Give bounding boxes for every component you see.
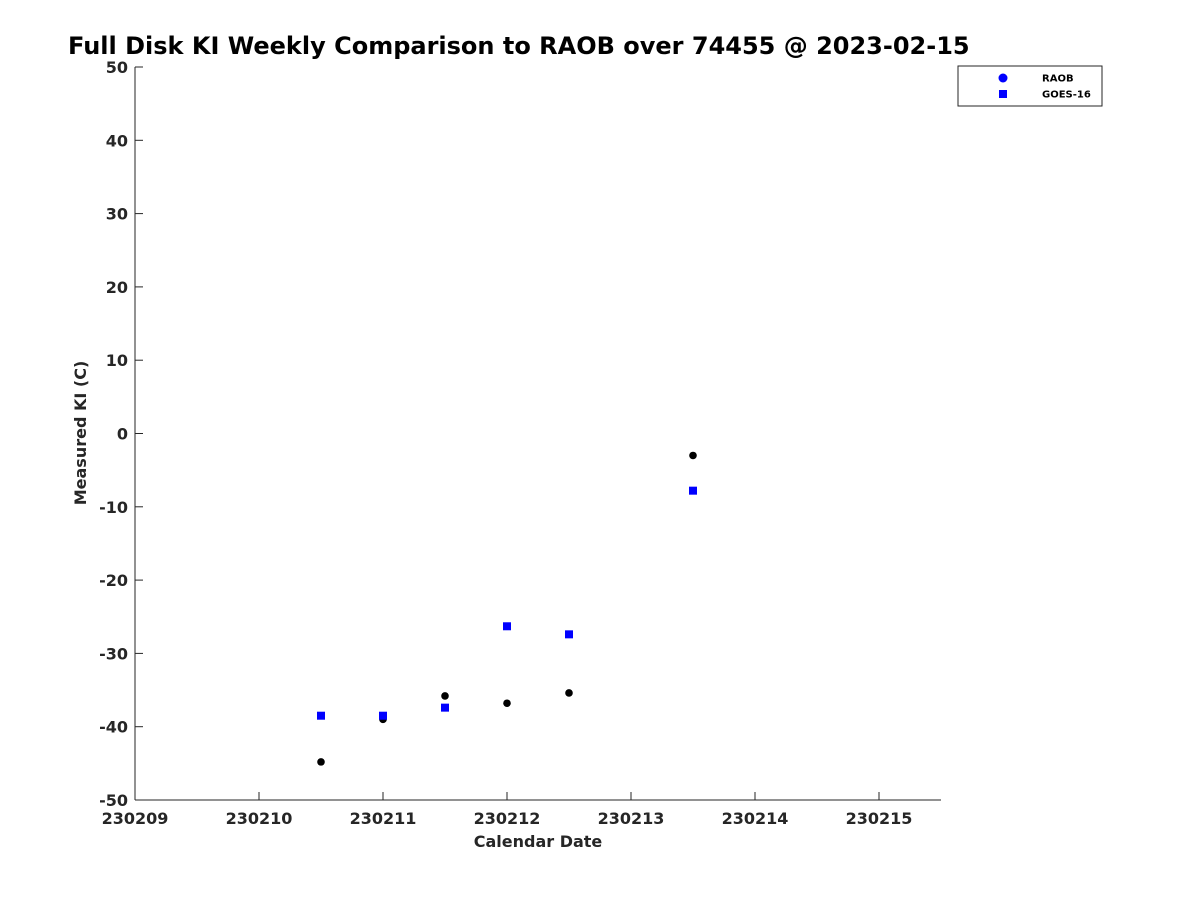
raob-point: [503, 699, 511, 708]
x-tick-label: 230213: [598, 809, 665, 828]
raob-point: [441, 692, 449, 700]
legend: RAOB GOES-16: [957, 65, 1103, 107]
y-tick-label: -20: [99, 571, 128, 590]
data-points: [317, 451, 697, 766]
goes16-point: [379, 711, 387, 720]
goes16-point: [441, 703, 449, 712]
y-tick-label: 10: [106, 351, 128, 370]
goes16-point: [689, 486, 697, 495]
y-axis-label: Measured KI (C): [71, 361, 90, 506]
raob-point: [689, 451, 697, 460]
y-tick-label: 20: [106, 278, 128, 297]
y-tick-label: -50: [99, 791, 128, 810]
y-tick-label: -30: [99, 644, 128, 663]
x-ticks: 230209 230210 230211 230212 230213 230214 2302…: [102, 792, 913, 828]
x-tick-label: 230215: [846, 809, 913, 828]
y-tick-label: 30: [106, 205, 128, 224]
goes16-point: [565, 630, 573, 639]
x-tick-label: 230210: [226, 809, 293, 828]
y-tick-label: 0: [117, 425, 128, 444]
y-ticks: 50 40 30 20 10 0 -10 -20 -30 -40 -50: [99, 58, 143, 810]
x-axis-label: Calendar Date: [474, 832, 603, 851]
legend-goes16-label: GOES-16: [1042, 90, 1091, 101]
raob-point: [317, 758, 325, 766]
legend-raob-marker: [998, 73, 1008, 83]
x-tick-label: 230209: [102, 809, 169, 828]
y-tick-label: 50: [106, 58, 128, 77]
y-tick-label: -40: [99, 718, 128, 737]
goes16-point: [503, 622, 511, 631]
x-tick-label: 230211: [350, 809, 417, 828]
x-tick-label: 230212: [474, 809, 541, 828]
legend-raob-label: RAOB: [1042, 74, 1074, 85]
x-tick-label: 230214: [722, 809, 789, 828]
goes16-point: [317, 711, 325, 720]
raob-point: [565, 689, 573, 697]
legend-goes16-marker: [999, 90, 1007, 98]
chart-title: Full Disk KI Weekly Comparison to RAOB o…: [68, 32, 970, 60]
axes: [134, 67, 941, 801]
y-tick-label: -10: [99, 498, 128, 517]
legend-box: [957, 65, 1103, 107]
y-tick-label: 40: [106, 131, 128, 150]
